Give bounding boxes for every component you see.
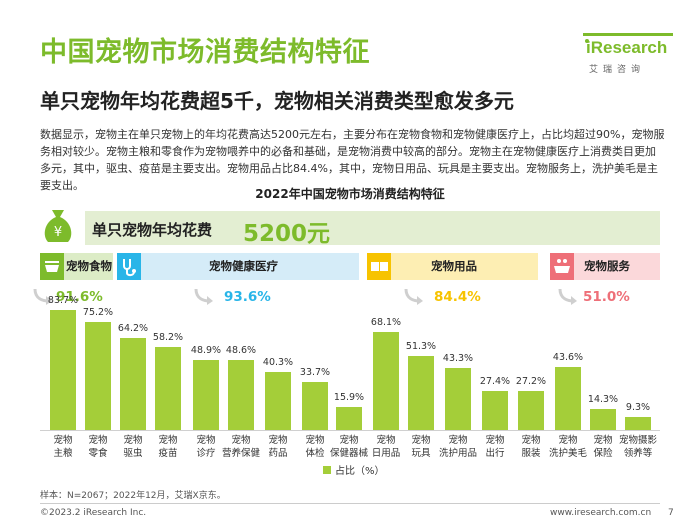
bar-value-label: 27.2% xyxy=(515,376,547,387)
x-axis-label: 宠物 体检 xyxy=(305,435,325,459)
bar-value-label: 48.9% xyxy=(190,344,222,356)
x-axis-line xyxy=(40,430,660,431)
logo-subtitle: 艾瑞咨询 xyxy=(589,65,646,75)
bar xyxy=(555,367,581,430)
bar xyxy=(265,372,291,430)
bar-value-label: 9.3% xyxy=(625,401,651,413)
category-health-label: 宠物健康医疗 xyxy=(209,259,278,273)
page-number: 7 xyxy=(668,508,674,518)
category-supplies: 宠物用品 xyxy=(367,253,538,280)
bar-value-label: 51.3% xyxy=(405,341,437,353)
toy-blocks-icon xyxy=(367,253,391,280)
svg-text:¥: ¥ xyxy=(54,225,62,240)
x-axis-label: 宠物 主粮 xyxy=(53,435,73,459)
x-axis-label: 宠物摄影 领养等 xyxy=(618,435,657,459)
chart-title: 2022年中国宠物市场消费结构特征 xyxy=(255,187,445,201)
bath-icon xyxy=(550,253,574,280)
x-axis-label: 宠物 洗护用品 xyxy=(438,435,477,459)
x-axis-label: 宠物 药品 xyxy=(268,435,288,459)
bar-value-label: 43.3% xyxy=(442,352,474,364)
footnote: 样本：N=2067；2022年12月，艾瑞X京东。 xyxy=(40,491,226,501)
x-axis-label: 宠物 营养保健 xyxy=(221,435,260,459)
food-share: 91.6% xyxy=(56,289,103,305)
bar xyxy=(193,359,219,430)
annual-spend-label: 单只宠物年均花费 xyxy=(92,221,213,239)
curved-arrow-icon xyxy=(404,287,424,309)
x-axis-label: 宠物 驱虫 xyxy=(123,435,143,459)
bar-value-label: 43.6% xyxy=(552,352,584,364)
bar xyxy=(518,391,544,430)
x-axis-label: 宠物 玩具 xyxy=(411,435,431,459)
category-health: 宠物健康医疗 xyxy=(117,253,359,280)
page-subtitle: 单只宠物年均花费超5千，宠物相关消费类型愈发多元 xyxy=(40,89,514,113)
bar-value-label: 64.2% xyxy=(117,322,149,334)
description-text: 数据显示，宠物主在单只宠物上的年均花费高达5200元左右，主要分布在宠物食物和宠… xyxy=(40,128,665,192)
bar xyxy=(590,409,616,430)
legend-label: 占比（%） xyxy=(335,466,385,477)
bar xyxy=(228,360,254,430)
x-axis-label: 宠物 日用品 xyxy=(371,435,401,459)
logo-icon xyxy=(583,33,673,67)
category-food-label: 宠物食物 xyxy=(66,259,112,273)
x-axis-label: 宠物 诊疗 xyxy=(196,435,216,459)
supplies-share: 84.4% xyxy=(434,289,481,305)
page-title: 中国宠物市场消费结构特征 xyxy=(40,37,370,68)
health-share: 93.6% xyxy=(224,289,271,305)
annual-spend-value: 5200元 xyxy=(243,221,331,247)
category-food: 宠物食物 xyxy=(40,253,113,280)
bar-value-label: 68.1% xyxy=(370,317,402,329)
category-service: 宠物服务 xyxy=(550,253,660,280)
service-share: 51.0% xyxy=(583,289,630,305)
bar xyxy=(302,381,328,430)
bar-value-label: 15.9% xyxy=(333,392,365,404)
category-service-label: 宠物服务 xyxy=(584,259,630,273)
bar xyxy=(85,322,111,430)
bar-value-label: 40.3% xyxy=(262,357,294,369)
bar-value-label: 48.6% xyxy=(225,345,257,357)
legend-swatch xyxy=(323,466,331,474)
bar xyxy=(625,416,651,430)
x-axis-label: 宠物 洗护美毛 xyxy=(548,435,587,459)
bar xyxy=(482,390,508,430)
curved-arrow-icon xyxy=(194,287,214,309)
bar-value-label: 58.2% xyxy=(152,331,184,343)
copyright: ©2023.2 iResearch Inc. xyxy=(40,508,147,518)
bar xyxy=(373,332,399,430)
logo-word: iResearch xyxy=(586,38,668,57)
bar xyxy=(155,346,181,430)
logo-dot xyxy=(585,39,589,43)
bar xyxy=(445,367,471,430)
bar xyxy=(50,310,76,430)
bar xyxy=(408,356,434,430)
bar-value-label: 14.3% xyxy=(587,394,619,406)
bar xyxy=(336,407,362,430)
x-axis-label: 宠物 疫苗 xyxy=(158,435,178,459)
x-axis-label: 宠物 出行 xyxy=(485,435,505,459)
bar-value-label: 33.7% xyxy=(299,366,331,378)
food-bowl-icon xyxy=(40,253,64,280)
x-axis-label: 宠物 保健器械 xyxy=(329,435,368,459)
curved-arrow-icon xyxy=(33,287,53,309)
money-bag-icon: ¥ xyxy=(38,206,78,250)
footer-divider xyxy=(40,503,660,504)
logo-bar xyxy=(583,33,673,36)
stethoscope-icon xyxy=(117,253,141,280)
bar-value-label: 75.2% xyxy=(82,307,114,319)
x-axis-label: 宠物 服装 xyxy=(521,435,541,459)
bar-value-label: 27.4% xyxy=(479,375,511,387)
bar xyxy=(120,337,146,430)
website-link[interactable]: www.iresearch.com.cn xyxy=(550,508,652,518)
curved-arrow-icon xyxy=(558,287,578,309)
category-supplies-label: 宠物用品 xyxy=(431,259,477,273)
x-axis-label: 宠物 保险 xyxy=(593,435,613,459)
annual-spend-banner xyxy=(85,211,660,245)
x-axis-label: 宠物 零食 xyxy=(88,435,108,459)
